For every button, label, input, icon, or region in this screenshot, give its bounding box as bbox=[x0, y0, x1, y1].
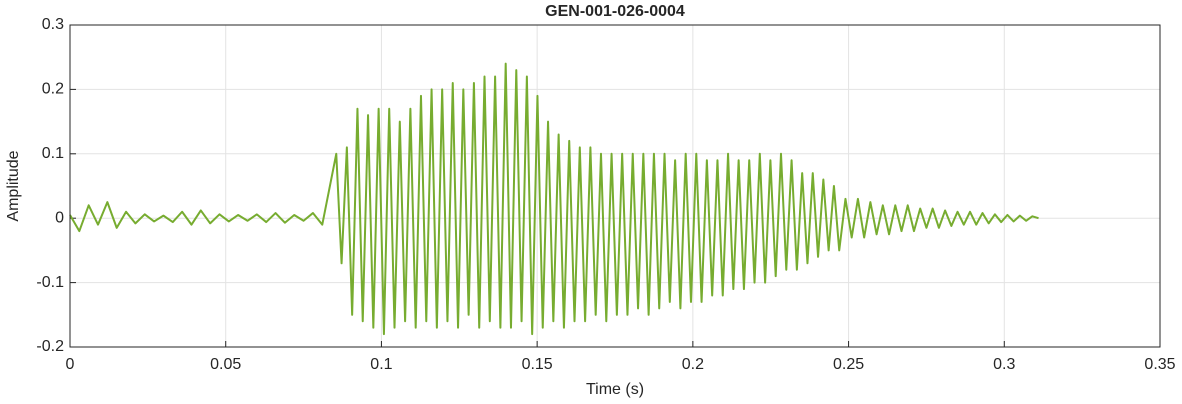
x-tick-label: 0.3 bbox=[993, 356, 1015, 373]
y-tick-label: 0.2 bbox=[42, 81, 64, 98]
x-tick-label: 0.15 bbox=[522, 356, 553, 373]
y-tick-label: -0.2 bbox=[36, 338, 64, 355]
y-tick-label: -0.1 bbox=[36, 274, 64, 291]
x-tick-label: 0.25 bbox=[833, 356, 864, 373]
chart-title: GEN-001-026-0004 bbox=[545, 3, 685, 20]
y-tick-label: 0 bbox=[55, 209, 64, 226]
x-axis-label: Time (s) bbox=[586, 381, 644, 398]
x-tick-label: 0.35 bbox=[1144, 356, 1175, 373]
x-tick-label: 0.2 bbox=[682, 356, 704, 373]
x-tick-label: 0.05 bbox=[210, 356, 241, 373]
y-tick-label: 0.1 bbox=[42, 145, 64, 162]
x-tick-label: 0 bbox=[66, 356, 75, 373]
x-tick-label: 0.1 bbox=[370, 356, 392, 373]
waveform-line bbox=[69, 62, 1039, 336]
axes-box bbox=[69, 24, 1161, 348]
y-axis-label: Amplitude bbox=[5, 150, 22, 221]
y-tick-label: 0.3 bbox=[42, 16, 64, 33]
